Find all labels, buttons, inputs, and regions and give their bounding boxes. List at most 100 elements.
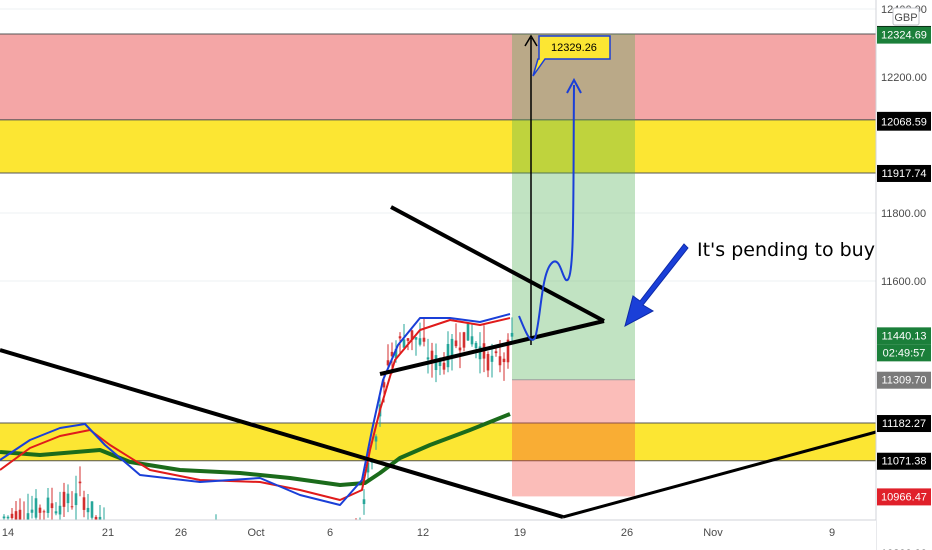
candle-body — [374, 436, 378, 442]
candle-body — [30, 509, 34, 513]
trendline-descending-long — [0, 348, 564, 519]
candle-body — [398, 336, 402, 339]
candle-body — [498, 356, 502, 366]
candle-body — [470, 336, 474, 345]
projection-path — [518, 84, 575, 341]
candle-body — [42, 511, 46, 513]
price-tag-label: 12068.59 — [881, 117, 927, 129]
candle-body — [70, 506, 74, 508]
price-tag-label: 11440.13 — [881, 330, 926, 342]
time-tick-label: 14 — [2, 527, 14, 539]
candle-body — [490, 355, 494, 362]
candle-body — [486, 354, 490, 371]
moving-average-slow — [0, 412, 511, 487]
candle-body — [510, 332, 514, 337]
candle-body — [502, 358, 506, 363]
price-tag — [877, 164, 931, 182]
price-tag-label: 11917.74 — [881, 168, 926, 180]
time-tick-label: Oct — [247, 527, 264, 539]
price-tag — [877, 371, 931, 389]
pointer-arrow — [624, 243, 689, 327]
price-tick-label: 12200.00 — [881, 72, 927, 84]
candle-body — [50, 503, 54, 509]
time-tick-label: 9 — [829, 527, 835, 539]
moving-average-blue — [0, 313, 511, 506]
annotation-text: It's pending to buy!! — [697, 239, 890, 261]
price-tick-label: 10800.00 — [881, 548, 927, 550]
candle-body — [362, 499, 366, 505]
candle-body — [414, 337, 418, 340]
candle-body — [2, 516, 6, 519]
candle-body — [422, 337, 426, 342]
candle-body — [386, 360, 390, 366]
candle-body — [390, 351, 394, 357]
price-tag-label: 11071.38 — [881, 456, 926, 468]
price-tag-label: 11309.70 — [881, 375, 926, 387]
candle-body — [46, 497, 50, 513]
candle-body — [38, 507, 42, 513]
time-tick-label: 12 — [417, 527, 429, 539]
candle-body — [406, 338, 410, 341]
candle-body — [78, 481, 82, 484]
price-tag-label: 11182.27 — [882, 418, 926, 430]
time-tick-label: 21 — [102, 527, 114, 539]
candle-body — [366, 462, 370, 473]
candle-body — [506, 339, 510, 363]
time-tick-label: 26 — [175, 527, 187, 539]
triangle-upper-line — [390, 205, 605, 323]
candle-body — [26, 513, 30, 521]
currency-label: GBP — [894, 12, 917, 24]
price-tag — [877, 113, 931, 131]
time-tick-label: 26 — [621, 527, 633, 539]
candle-body — [454, 340, 458, 347]
candle-body — [382, 382, 386, 388]
candle-body — [418, 338, 422, 345]
time-tick-label: Nov — [703, 527, 723, 539]
time-tick-label: 19 — [514, 527, 526, 539]
candle-body — [34, 498, 38, 518]
candle-body — [94, 516, 98, 521]
countdown-tag — [877, 344, 931, 362]
candle-body — [430, 350, 434, 362]
price-tag-label: 10966.47 — [881, 491, 927, 503]
candle-body — [58, 505, 62, 515]
candle-body — [62, 491, 66, 507]
price-tag-label: 12324.69 — [881, 30, 927, 42]
candle-body — [410, 330, 414, 341]
candle-body — [66, 493, 70, 504]
candle-body — [474, 342, 478, 349]
candle-body — [394, 348, 398, 359]
target-callout-box — [532, 35, 611, 77]
position-loss-zone — [512, 379, 635, 497]
candle-body — [446, 343, 450, 368]
candle-body — [458, 347, 462, 351]
candle-body — [6, 516, 10, 519]
target-arrow-head — [524, 34, 538, 47]
candle-body — [438, 359, 442, 367]
candle-body — [54, 511, 58, 514]
projection-arrow-head — [566, 77, 582, 94]
trendline-ascending — [562, 430, 877, 519]
candle-body — [426, 357, 430, 360]
candle-body — [86, 507, 90, 513]
time-axis — [0, 520, 876, 550]
candle-body — [466, 323, 470, 341]
target-callout-label: 12329.26 — [551, 42, 597, 54]
price-tag — [877, 327, 931, 345]
price-tag — [877, 452, 931, 470]
countdown-label: 02:49:57 — [883, 347, 926, 359]
zone-upper-yellow — [0, 119, 876, 173]
candle-body — [82, 497, 86, 510]
triangle-lower-line — [379, 319, 605, 376]
price-tag — [877, 415, 931, 433]
price-tag — [877, 488, 931, 506]
candle-body — [90, 501, 94, 518]
price-tag — [877, 26, 931, 44]
candle-body — [18, 509, 22, 523]
candle-body — [74, 493, 78, 506]
currency-badge — [892, 7, 920, 26]
moving-average-red — [0, 317, 511, 501]
target-callout: 12329.26 — [532, 35, 611, 77]
